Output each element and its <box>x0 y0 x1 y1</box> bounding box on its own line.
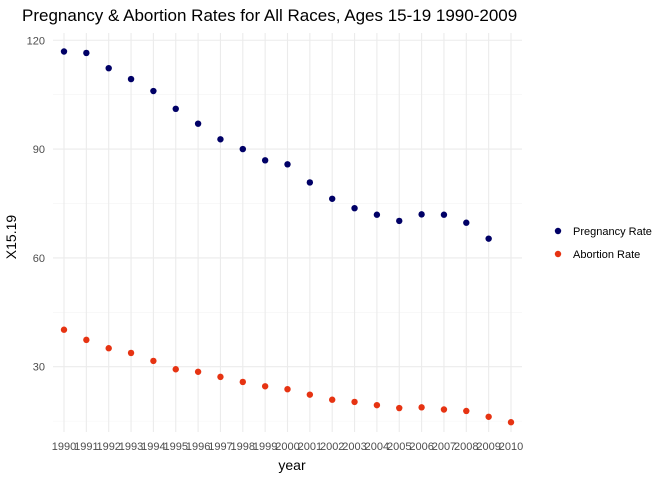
legend-key-abortion-rate <box>554 250 562 258</box>
x-tick-label: 1993 <box>119 441 143 453</box>
abortion-rate-point <box>463 407 470 415</box>
x-tick-label: 1994 <box>141 441 165 453</box>
grid-lines <box>53 33 522 432</box>
abortion-rate-point <box>418 404 425 411</box>
y-tick-label: 60 <box>33 253 45 265</box>
pregnancy-rate-point <box>60 48 68 55</box>
pregnancy-rate-point <box>194 120 202 127</box>
x-axis-ticks: 1990199119921993199419951996199719981999… <box>52 441 523 453</box>
y-axis-title: X15.19 <box>3 215 19 260</box>
abortion-rate-point <box>217 373 224 381</box>
y-tick-label: 120 <box>27 35 45 47</box>
pregnancy-rate-point <box>217 136 224 143</box>
x-tick-label: 2000 <box>275 441 299 453</box>
x-tick-label: 2007 <box>432 441 456 453</box>
pregnancy-rate-point <box>306 179 314 186</box>
x-tick-label: 1995 <box>164 441 188 453</box>
x-tick-label: 2006 <box>409 441 433 453</box>
x-tick-label: 2001 <box>298 441 322 453</box>
abortion-rate-point <box>440 406 448 413</box>
x-tick-label: 1991 <box>74 441 98 453</box>
pregnancy-rate-point <box>440 211 448 218</box>
x-tick-label: 2008 <box>454 441 478 453</box>
abortion-rate-point <box>261 383 269 390</box>
x-tick-label: 1992 <box>96 441 120 453</box>
abortion-rate-point <box>507 419 515 426</box>
abortion-rate-point <box>396 404 403 412</box>
x-tick-label: 1997 <box>208 441 232 453</box>
abortion-rate-point <box>329 396 336 403</box>
pregnancy-rate-point <box>351 204 358 212</box>
abortion-rate-point <box>127 349 135 357</box>
pregnancy-rate-point <box>172 105 179 113</box>
pregnancy-rate-point <box>463 219 470 226</box>
pregnancy-rate-point <box>329 195 336 202</box>
chart-title: Pregnancy & Abortion Rates for All Races… <box>22 6 517 25</box>
pregnancy-rate-point <box>284 161 291 168</box>
legend-label-abortion-rate: Abortion Rate <box>573 249 640 261</box>
x-tick-label: 2010 <box>499 441 523 453</box>
abortion-rate-point <box>172 366 179 373</box>
abortion-rate-point <box>485 413 492 420</box>
legend-label-pregnancy-rate: Pregnancy Rate <box>573 226 652 238</box>
abortion-rate-point <box>239 378 246 386</box>
x-tick-label: 2009 <box>476 441 500 453</box>
y-axis-ticks: 30 60 90 120 <box>27 35 45 373</box>
x-tick-label: 1996 <box>186 441 210 453</box>
pregnancy-rate-point <box>485 235 492 242</box>
abortion-rate-point <box>351 398 358 406</box>
x-tick-label: 2003 <box>342 441 366 453</box>
x-tick-label: 1999 <box>253 441 277 453</box>
abortion-rate-point <box>194 368 202 375</box>
x-tick-label: 1998 <box>231 441 255 453</box>
abortion-rate-point <box>105 345 112 352</box>
pregnancy-rate-point <box>261 157 269 164</box>
x-tick-label: 2002 <box>320 441 344 453</box>
pregnancy-rate-point <box>418 211 425 218</box>
abortion-rate-point <box>306 391 314 398</box>
pregnancy-rate-point <box>83 49 90 57</box>
y-tick-label: 90 <box>33 144 45 156</box>
pregnancy-rate-point <box>127 75 135 83</box>
abortion-rate-point <box>150 357 157 365</box>
abortion-rate-point <box>373 401 381 409</box>
pregnancy-rate-point <box>150 87 157 95</box>
legend-key-pregnancy-rate <box>554 227 562 235</box>
pregnancy-rate-point <box>239 145 246 153</box>
abortion-rate-point <box>284 385 291 393</box>
x-tick-label: 2004 <box>365 441 389 453</box>
y-tick-label: 30 <box>33 362 45 374</box>
pregnancy-rate-point <box>373 211 381 218</box>
abortion-rate-point <box>60 326 68 333</box>
data-points <box>60 48 515 426</box>
pregnancy-rate-point <box>396 217 403 225</box>
x-tick-label: 1990 <box>52 441 76 453</box>
pregnancy-rate-point <box>105 64 112 72</box>
abortion-rate-point <box>83 336 90 344</box>
x-axis-title: year <box>278 457 306 473</box>
x-tick-label: 2005 <box>387 441 411 453</box>
legend: Pregnancy Rate Abortion Rate <box>554 226 652 261</box>
